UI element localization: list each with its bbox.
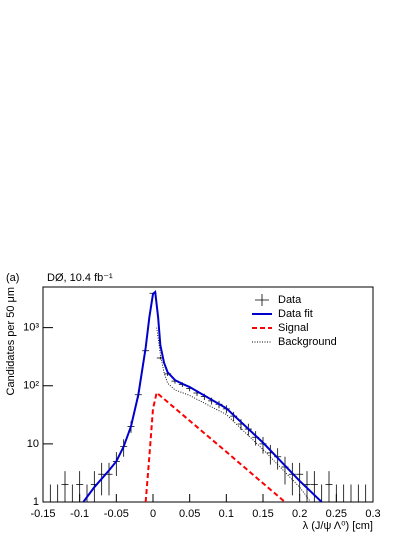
data-point: [354, 484, 362, 502]
data-point: [54, 484, 62, 502]
x-tick-label: 0.3: [365, 508, 380, 520]
y-axis-label: Candidates per 50 μm: [5, 287, 17, 395]
data-point: [318, 484, 326, 502]
y-tick-label: 10³: [23, 322, 39, 334]
y-tick-label: 10: [27, 438, 39, 450]
data-point: [362, 484, 370, 502]
data-point: [46, 484, 54, 502]
data-point: [347, 484, 355, 502]
data-point: [296, 462, 304, 496]
data-point: [310, 471, 318, 502]
data-point: [281, 456, 289, 485]
legend-symbol: [255, 294, 269, 306]
data-point: [325, 471, 333, 502]
y-tick-label: 10²: [23, 380, 39, 392]
legend-label: Signal: [278, 322, 309, 334]
plot-area: [46, 290, 370, 502]
x-axis-label: λ (J/ψ Λ⁰) [cm]: [303, 520, 373, 532]
x-tick-label: 0.25: [326, 508, 347, 520]
x-tick-label: 0.2: [292, 508, 307, 520]
x-tick-label: -0.05: [104, 508, 129, 520]
legend-label: Data: [278, 294, 302, 306]
series-line: [82, 290, 323, 502]
x-tick-label: 0.15: [252, 508, 273, 520]
data-point: [76, 471, 84, 502]
plot-frame: [42, 286, 374, 503]
data-point: [90, 471, 98, 502]
x-tick-label: 0: [150, 508, 156, 520]
x-tick-label: -0.15: [30, 508, 55, 520]
data-point: [340, 484, 348, 502]
legend-label: Data fit: [278, 308, 313, 320]
data-point: [61, 471, 69, 502]
x-tick-label: -0.1: [70, 508, 89, 520]
panel-label: (a): [6, 272, 19, 284]
x-tick-label: 0.05: [179, 508, 200, 520]
data-point: [68, 484, 76, 502]
chart-title: DØ, 10.4 fb⁻¹: [47, 272, 113, 284]
series-line: [144, 390, 286, 502]
data-point: [288, 462, 296, 496]
y-tick-label: 1: [33, 496, 39, 508]
x-tick-label: 0.1: [219, 508, 234, 520]
series-line: [156, 327, 312, 502]
legend-label: Background: [278, 336, 337, 348]
